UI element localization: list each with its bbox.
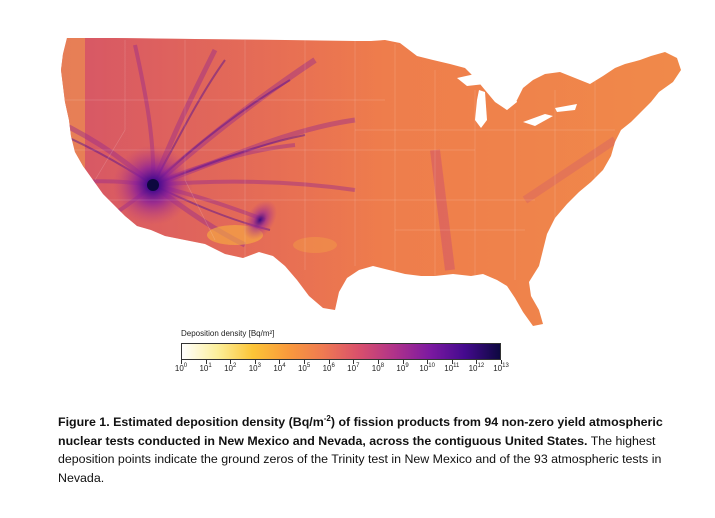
colorbar-tick-label: 105: [297, 363, 311, 373]
colorbar-tick-label: 1010: [419, 363, 435, 373]
colorbar-tick-mark: [427, 360, 429, 364]
colorbar-tick-label: 109: [396, 363, 409, 373]
caption-bold-part1: Figure 1. Estimated deposition density (…: [58, 415, 324, 429]
colorbar-tick-mark: [353, 360, 355, 364]
caption-bold-part2: ) of fission products from 94 non-zero y…: [58, 415, 663, 448]
colorbar-tick-mark: [501, 360, 502, 364]
colorbar-tick-label: 104: [273, 363, 286, 373]
colorbar-tick-mark: [230, 360, 232, 364]
colorbar-tick-label: 106: [322, 363, 335, 373]
colorbar-tick-label: 107: [347, 363, 360, 373]
colorbar-tick-mark: [476, 360, 478, 364]
colorbar-tick-mark: [279, 360, 281, 364]
colorbar-tick-label: 1011: [444, 363, 460, 373]
trinity-test-hotspot: [242, 200, 278, 240]
colorbar-tick-mark: [304, 360, 306, 364]
caption-normal: The highest deposition points indicate t…: [58, 433, 662, 485]
colorbar-tick-mark: [254, 360, 256, 364]
colorbar-ticks: 100 101 102 103 104 105 106 107 108 109 1010 1011 10…: [175, 360, 509, 380]
us-map-svg: [61, 38, 681, 326]
figure-caption: Figure 1. Estimated deposition density (…: [58, 413, 668, 487]
great-lakes: [457, 74, 577, 128]
deposition-map: [55, 30, 695, 330]
colorbar-tick-mark: [205, 360, 207, 364]
caption-bold: Figure 1. Estimated deposition density (…: [58, 413, 663, 448]
colorbar-tick-label: 1012: [468, 363, 485, 373]
state-boundaries: [65, 40, 615, 280]
colorbar-tick-mark: [402, 360, 404, 364]
colorbar-tick-label: 1013: [493, 363, 509, 373]
colorbar-tick-label: 108: [371, 363, 385, 373]
colorbar-tick-label: 100: [174, 363, 188, 373]
colorbar-tick-mark: [377, 360, 379, 364]
colorbar-tick-mark: [181, 360, 182, 364]
colorbar-tick-mark: [451, 360, 453, 364]
colorbar-tick-mark: [328, 360, 330, 364]
colorbar-tick-label: 101: [199, 363, 212, 373]
colorbar-tick-label: 103: [248, 363, 261, 373]
nevada-ground-zero-marker: [147, 179, 159, 191]
caption-bold-sup: -2: [323, 413, 331, 423]
colorbar: [181, 343, 501, 360]
colorbar-tick-label: 102: [224, 363, 237, 373]
colorbar-label: Deposition density [Bq/m²]: [181, 329, 275, 338]
